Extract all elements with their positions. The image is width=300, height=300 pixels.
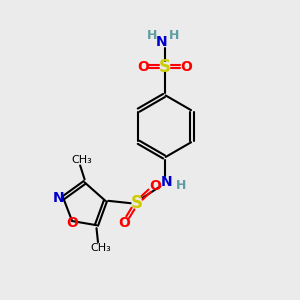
Text: N: N	[156, 35, 168, 50]
Text: O: O	[66, 215, 78, 230]
Text: O: O	[137, 60, 149, 74]
Text: H: H	[169, 29, 180, 42]
Text: CH₃: CH₃	[91, 243, 111, 253]
Text: O: O	[180, 60, 192, 74]
Text: S: S	[159, 58, 171, 76]
Text: H: H	[147, 29, 158, 42]
Text: CH₃: CH₃	[71, 154, 92, 164]
Text: N: N	[160, 175, 172, 189]
Text: H: H	[176, 179, 186, 192]
Text: O: O	[118, 215, 130, 230]
Text: N: N	[53, 191, 64, 205]
Text: S: S	[130, 194, 142, 212]
Text: O: O	[149, 179, 161, 193]
